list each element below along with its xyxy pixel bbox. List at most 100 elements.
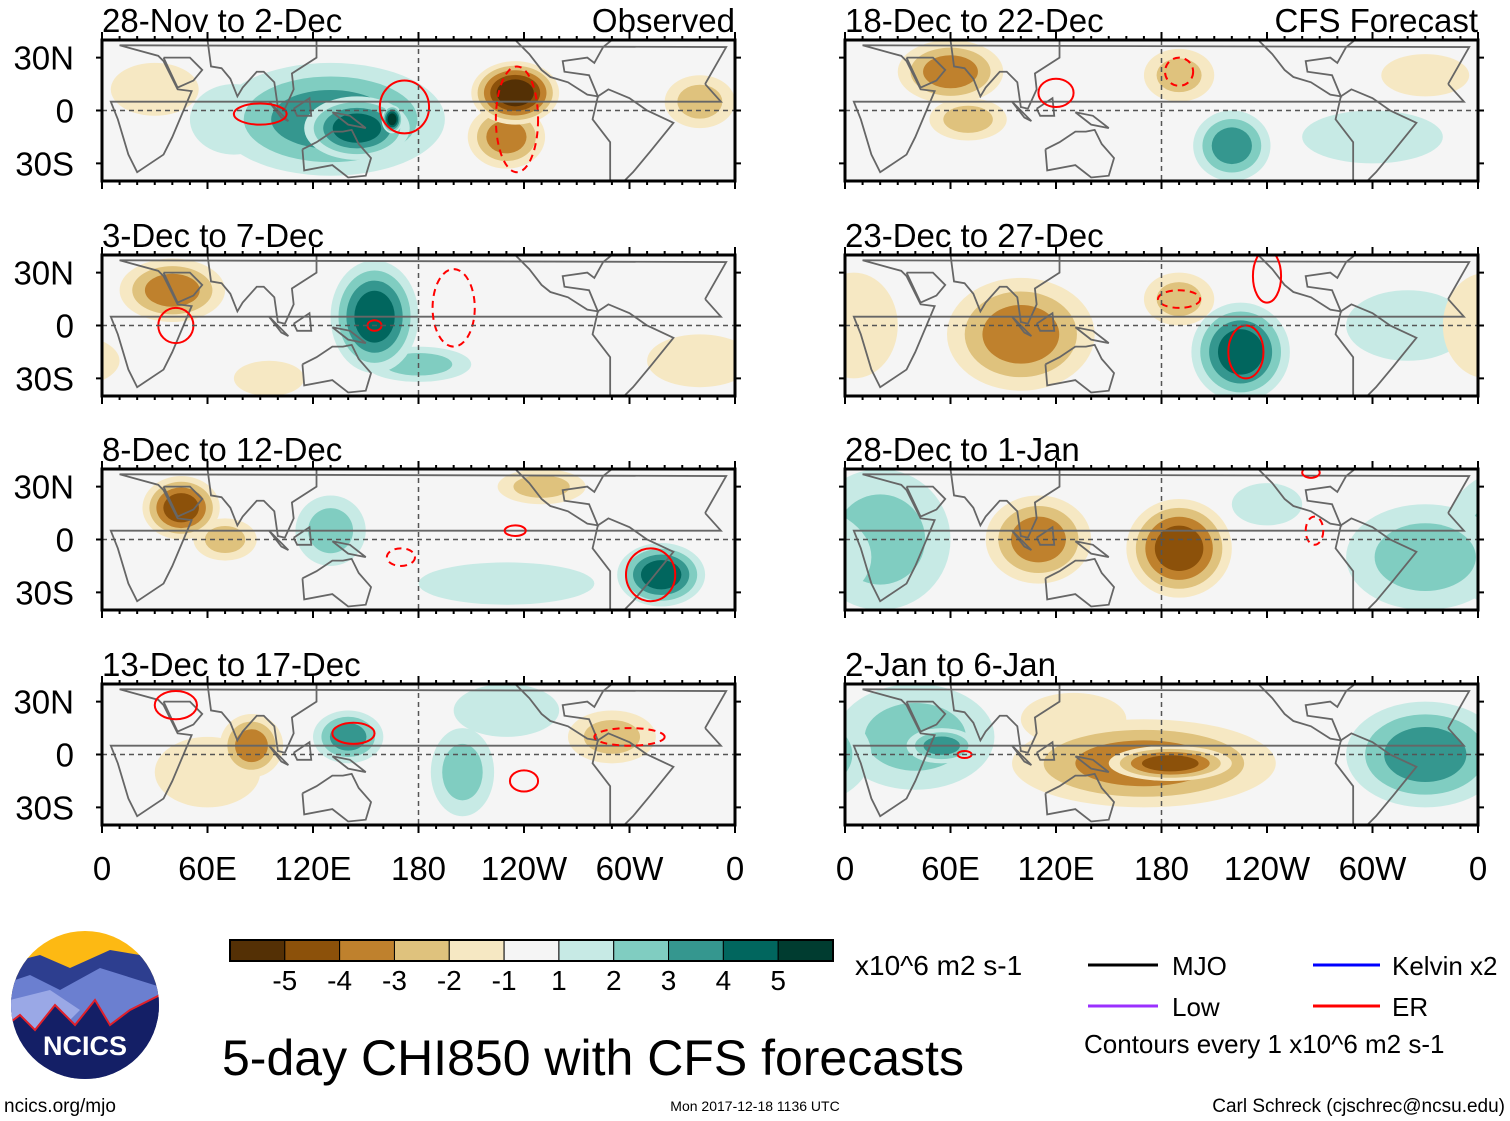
colorbar-label: -3 [382, 965, 407, 996]
coastline [331, 755, 367, 774]
x-tick-label: 180 [391, 850, 446, 887]
anomaly-shading [387, 113, 397, 126]
y-tick-label: 30N [13, 255, 74, 292]
colorbar-swatch [777, 939, 834, 962]
anomaly-shading [845, 735, 853, 774]
panel-title: 8-Dec to 12-Dec [102, 431, 342, 468]
colorbar-swatch [668, 939, 724, 962]
map-panel: 28-Nov to 2-Dec Observed 30N 0 30S [13, 2, 832, 189]
coastline [162, 56, 204, 89]
er-contour [494, 65, 540, 174]
legend-label-mjo: MJO [1172, 951, 1227, 981]
anomaly-shading [982, 304, 1060, 364]
coastline [1011, 530, 1033, 551]
anomaly-shading [744, 63, 832, 116]
map-panel: 18-Dec to 22-Dec CFS Forecast [748, 2, 1510, 189]
colorbar-swatch [229, 939, 286, 962]
map-panel: 28-Dec to 1-Jan [839, 431, 1484, 618]
coastline [949, 469, 1061, 539]
anomaly-shading [1217, 329, 1264, 375]
coastline [268, 745, 290, 766]
anomaly-shading [845, 272, 898, 379]
coastline [1074, 755, 1110, 774]
colorbar-label: -4 [327, 965, 352, 996]
y-tick-label: 30N [13, 684, 74, 721]
x-tick-label: 180 [1134, 850, 1189, 887]
coastline [852, 473, 1471, 603]
x-tick-label: 0 [1469, 850, 1487, 887]
coastline [206, 255, 318, 325]
footer-author: Carl Schreck (cjschrec@ncsu.edu) [1212, 1096, 1505, 1117]
coastline [591, 732, 675, 825]
colorbar-swatch [503, 939, 560, 962]
footer-url[interactable]: ncics.org/mjo [4, 1096, 116, 1117]
map-panel: 8-Dec to 12-Dec 30N 0 30S [13, 431, 845, 618]
colorbar-label: 2 [606, 965, 622, 996]
legend-label-low: Low [1172, 992, 1220, 1022]
colorbar-swatch [613, 939, 670, 962]
anomaly-shading [163, 493, 199, 523]
coastline [905, 485, 947, 518]
anomaly-shading [1211, 127, 1252, 165]
coastline [1257, 684, 1356, 742]
coastline [949, 255, 1061, 325]
y-tick-label: 0 [56, 737, 74, 774]
er-contour [503, 524, 527, 537]
y-tick-label: 0 [56, 93, 74, 130]
y-tick-label: 0 [56, 522, 74, 559]
colorbar-swatch [339, 939, 395, 962]
coastline [949, 684, 1061, 754]
coastline [109, 259, 728, 389]
coastline [268, 316, 290, 337]
coastline [301, 557, 373, 608]
coastline [162, 700, 204, 733]
anomaly-shading [1302, 110, 1443, 164]
coastline [292, 525, 313, 546]
coastline [1334, 517, 1418, 610]
map-field [109, 40, 832, 181]
er-contour [385, 547, 416, 567]
colorbar-label: -1 [492, 965, 517, 996]
coastline [591, 303, 675, 396]
anomaly-shading [496, 79, 534, 107]
coastline [292, 740, 313, 761]
coastline [905, 56, 947, 89]
coastline [162, 485, 204, 518]
anomaly-shading [748, 54, 836, 96]
colorbar-swatch [284, 939, 341, 962]
anomaly-shading [1156, 282, 1202, 316]
coastline [331, 540, 367, 559]
colorbar-swatch [393, 939, 450, 962]
er-contour [232, 102, 288, 126]
er-contour [1251, 255, 1283, 304]
anomaly-shading [486, 120, 527, 154]
coastline [1035, 96, 1056, 117]
anomaly-shading [0, 720, 7, 754]
er-contour [508, 769, 540, 793]
panel-title: 28-Dec to 1-Jan [845, 431, 1080, 468]
coastline [1074, 111, 1110, 130]
map-panel: 23-Dec to 27-Dec [839, 217, 1484, 404]
anomaly-shading [765, 266, 845, 314]
footer-timestamp: Mon 2017-12-18 1136 UTC [670, 1098, 839, 1114]
coastline [514, 255, 613, 313]
panel-title: 13-Dec to 17-Dec [102, 646, 361, 683]
anomaly-shading [102, 341, 120, 381]
anomaly-shading [513, 475, 570, 498]
panel-title: 23-Dec to 27-Dec [845, 217, 1104, 254]
y-tick-label: 0 [56, 308, 74, 345]
anomaly-shading [1154, 525, 1204, 572]
anomaly-shading [1231, 483, 1303, 526]
coastline [905, 271, 947, 304]
coastline [1334, 88, 1418, 181]
legend-label-kelvin: Kelvin x2 [1392, 951, 1498, 981]
coastline [591, 88, 675, 181]
coastline [1334, 732, 1418, 825]
coastline [292, 96, 313, 117]
anomaly-shading [782, 482, 845, 534]
coastline [268, 101, 290, 122]
anomaly-shading [1374, 523, 1476, 591]
coastline [1487, 45, 1510, 172]
anomaly-shading [647, 334, 735, 388]
